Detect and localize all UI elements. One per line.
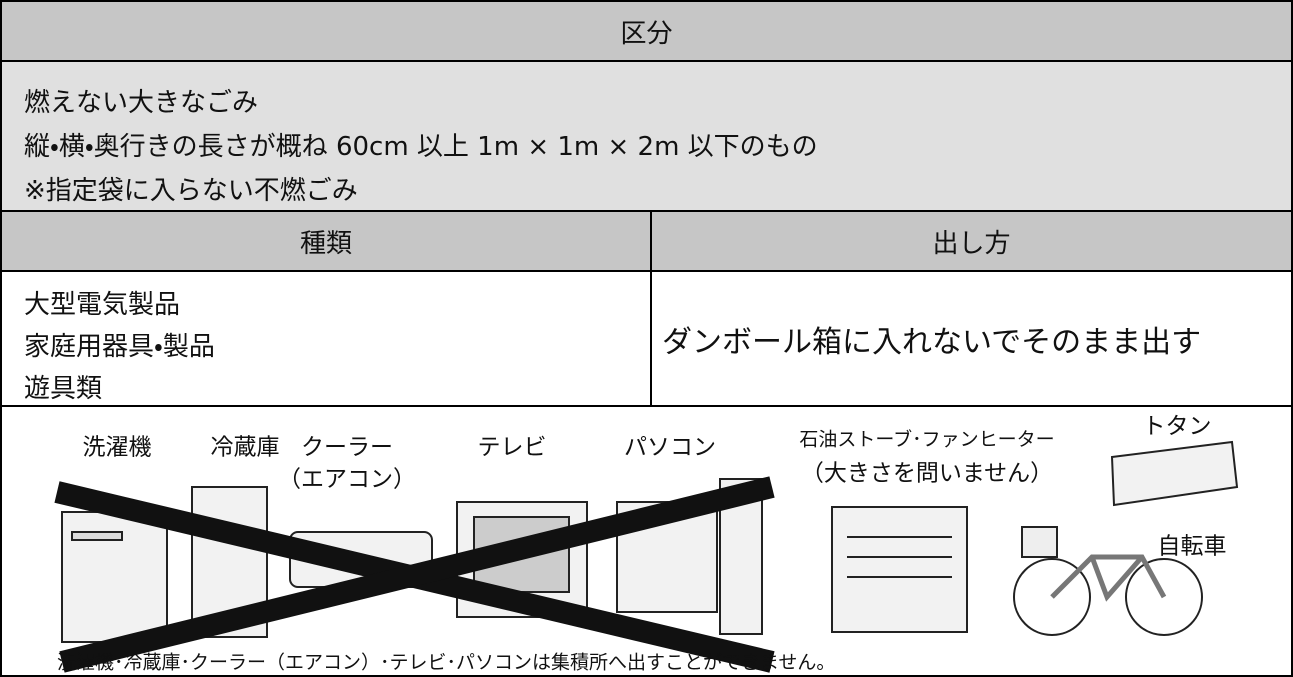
column-header-text: 出し方 xyxy=(932,228,1011,259)
method-text: ダンボール箱に入れないでそのまま出す xyxy=(662,324,1202,360)
item-label: テレビ xyxy=(478,435,547,461)
item-label: パソコン xyxy=(624,435,716,461)
category-line: 縦・横・奥行きの長さが概ね 60cm 以上 1m × 1m × 2m 以下のもの xyxy=(24,132,818,162)
item-label: （大きさを問いません） xyxy=(801,461,1053,487)
item-label: （エアコン） xyxy=(278,467,416,493)
column-header: 出し方 xyxy=(652,212,1291,272)
type-cell: 大型電気製品 家庭用器具・製品 遊具類 xyxy=(2,272,652,407)
heater xyxy=(831,506,968,633)
illustration: 洗濯機 冷蔵庫 クーラー （エアコン） テレビ パソコン 石油ストーブ･ファンヒ… xyxy=(54,414,1239,674)
note: 洗濯機･冷蔵庫･クーラー（エアコン）･テレビ･パソコンは集積所へ出すことができま… xyxy=(57,652,835,674)
column-header-text: 種類 xyxy=(299,228,352,259)
category-row: 燃えない大きなごみ 縦・横・奥行きの長さが概ね 60cm 以上 1m × 1m … xyxy=(2,62,1291,212)
item-label: クーラー xyxy=(301,435,393,461)
item-label: トタン xyxy=(1143,414,1212,440)
column-header: 種類 xyxy=(2,212,652,272)
item-label: 洗濯機 xyxy=(83,435,152,461)
item-label: 自転車 xyxy=(1158,534,1227,560)
type-line: 家庭用器具・製品 xyxy=(24,332,215,362)
item-label: 石油ストーブ･ファンヒーター xyxy=(799,428,1054,451)
category-line: 燃えない大きなごみ xyxy=(24,88,259,118)
header-title: 区分 xyxy=(620,18,673,49)
bicycle-wheel xyxy=(1125,558,1203,636)
type-line: 遊具類 xyxy=(24,374,103,404)
type-line: 大型電気製品 xyxy=(24,290,181,320)
tin-sheet xyxy=(1110,440,1239,507)
category-line: ※指定袋に入らない不燃ごみ xyxy=(24,176,358,206)
item-label: 冷蔵庫 xyxy=(211,435,280,461)
section-header: 区分 xyxy=(2,2,1291,62)
bicycle-wheel xyxy=(1013,558,1091,636)
method-cell: ダンボール箱に入れないでそのまま出す xyxy=(652,272,1291,407)
prohibited-cross xyxy=(54,476,775,673)
